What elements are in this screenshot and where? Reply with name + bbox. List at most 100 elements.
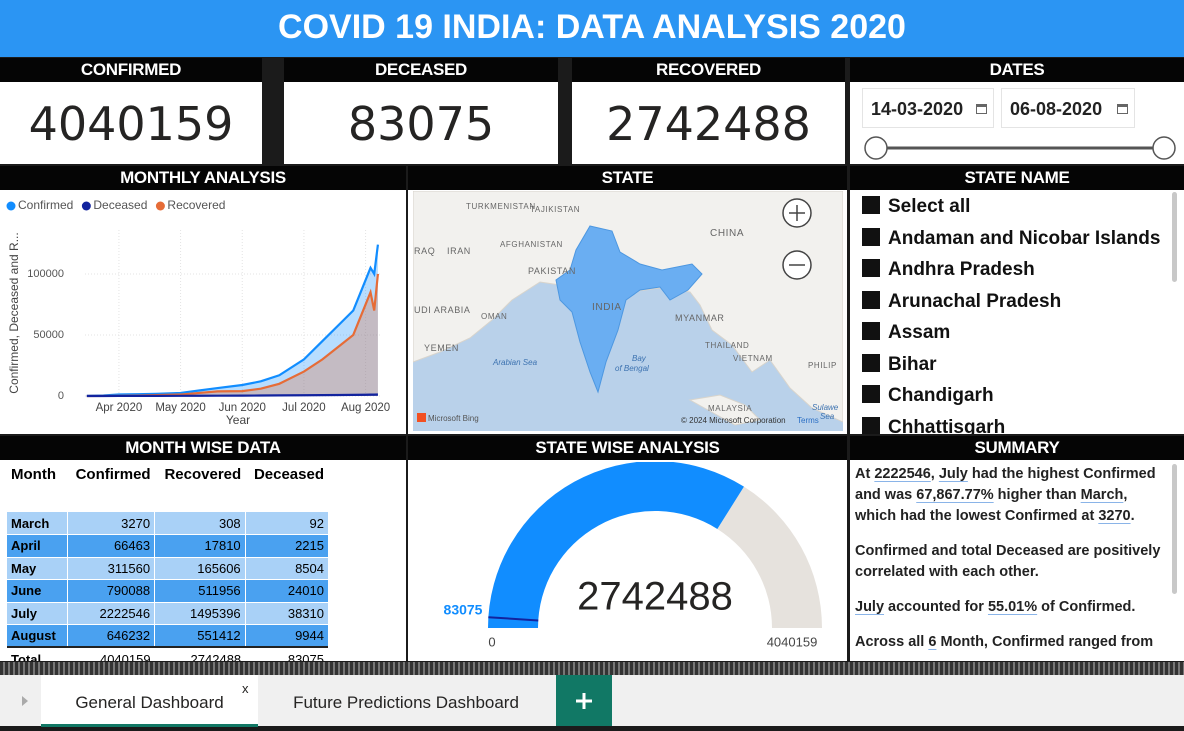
map-label: INDIA <box>592 302 622 313</box>
checkbox[interactable] <box>862 290 880 309</box>
checkbox[interactable] <box>862 227 880 246</box>
date-text: 14-03-2020 <box>871 99 964 119</box>
zoom-out[interactable] <box>782 250 812 280</box>
summary-highlight: 3270 <box>1098 508 1131 524</box>
state-filter: STATE NAME Select all Andaman and Nicobar… <box>850 166 1184 434</box>
table-cell: 2215 <box>295 538 324 554</box>
table-row: April 66463 17810 2215 <box>7 534 328 557</box>
zoom-in[interactable] <box>782 198 812 228</box>
table-cell: 790088 <box>67 579 156 602</box>
summary-highlight: July <box>855 599 885 615</box>
map-label: Arabian Sea <box>492 358 538 367</box>
slider-handle[interactable] <box>1152 136 1176 160</box>
column-header: Deceased <box>253 466 324 483</box>
summary-panel: SUMMARY At 2222546, July had the highest… <box>850 436 1184 661</box>
state-label: Andaman and Nicobar Islands <box>888 227 1161 249</box>
table-cell: 3270 <box>67 512 156 535</box>
table-row: June 790088 511956 24010 <box>7 579 328 602</box>
state-item[interactable]: Chandigarh <box>862 385 994 407</box>
total-cell: 2742488 <box>190 652 242 661</box>
state-label: Select all <box>888 196 971 217</box>
map-label: PHILIP <box>808 361 837 370</box>
total-cell: 83075 <box>287 652 324 661</box>
month-table: Month Confirmed Recovered Deceased March 3270… <box>7 466 328 661</box>
table-cell: 2222546 <box>67 602 156 625</box>
tab[interactable]: General Dashboard x <box>41 675 258 727</box>
table-row: July 2222546 1495396 38310 <box>7 602 328 625</box>
land <box>413 191 843 423</box>
tab-close[interactable]: x <box>242 681 249 696</box>
map-terms[interactable]: Terms <box>797 416 819 425</box>
table-cell: 308 <box>154 512 246 535</box>
start-date[interactable]: 14-03-2020 <box>862 88 994 128</box>
table-row: August 646232 551412 9944 <box>7 624 328 647</box>
state-item[interactable]: Assam <box>862 322 950 344</box>
legend-marker <box>155 201 165 211</box>
tab-label: Future Predictions Dashboard <box>293 693 519 712</box>
state-item[interactable]: Bihar <box>862 353 937 376</box>
checkbox[interactable] <box>862 353 880 372</box>
checkbox[interactable] <box>862 416 880 434</box>
panel-header: STATE NAME <box>850 166 1184 190</box>
gauge-target-label: 83075 <box>444 602 483 618</box>
summary-paragraph: Across all 6 Month, Confirmed ranged fro… <box>855 632 1170 653</box>
checkbox[interactable] <box>862 385 880 403</box>
summary-text: had the highest Confirmed and was <box>855 466 1156 503</box>
summary-highlight: 2222546 <box>874 466 931 482</box>
gauge: 2742488 0 4040159 83075 <box>444 462 822 649</box>
scrollbar[interactable] <box>1172 192 1177 282</box>
summary-highlight: 55.01% <box>987 599 1038 615</box>
series-line <box>86 244 380 397</box>
scrollbar[interactable] <box>1172 464 1177 594</box>
map-label: AFGHANISTAN <box>500 240 563 249</box>
checkbox[interactable] <box>862 259 880 277</box>
state-label: Arunachal Pradesh <box>888 290 1062 312</box>
panel-header: SUMMARY <box>850 436 1184 460</box>
spacer <box>7 500 328 512</box>
y-tick-label: 100000 <box>27 268 64 280</box>
map-label: MALAYSIA <box>708 404 752 413</box>
checkbox[interactable] <box>862 322 880 340</box>
state-item[interactable]: Select all <box>862 196 970 218</box>
legend-label: Recovered <box>167 198 225 212</box>
summary-text: . <box>1130 508 1135 524</box>
plus-icon <box>576 693 592 709</box>
date-text: 06-08-2020 <box>1010 99 1103 119</box>
page-title: COVID 19 INDIA: DATA ANALYSIS 2020 <box>278 8 906 46</box>
table-cell: 38310 <box>287 605 324 621</box>
checkbox[interactable] <box>862 196 880 214</box>
table-cell: 646232 <box>67 624 156 647</box>
slider-handle[interactable] <box>864 136 888 160</box>
state-item[interactable]: Arunachal Pradesh <box>862 290 1062 313</box>
map-label: of Bengal <box>615 364 649 373</box>
table-cell: March <box>7 512 68 535</box>
map-label: VIETNAM <box>733 354 773 363</box>
scroll-left[interactable] <box>20 695 30 707</box>
state-item[interactable]: Chhattisgarh <box>862 416 1005 434</box>
summary-highlight: 6 <box>928 634 937 650</box>
summary-highlight: 67,867.77% <box>916 487 994 503</box>
table-cell: July <box>7 602 68 625</box>
table-cell: 66463 <box>67 534 156 557</box>
summary-highlight: March <box>1080 487 1124 503</box>
legend-marker <box>6 201 16 211</box>
add-tab[interactable] <box>556 675 612 726</box>
state-item[interactable]: Andaman and Nicobar Islands <box>862 227 1161 250</box>
line-chart: Year Confirmed, Deceased and R... 0 50000… <box>6 198 390 427</box>
tab[interactable]: Future Predictions Dashboard <box>270 675 542 726</box>
table-cell: 165606 <box>154 557 246 580</box>
end-date[interactable]: 06-08-2020 <box>1001 88 1135 128</box>
summary-text: of Confirmed. <box>1037 599 1136 615</box>
table-cell: June <box>7 579 68 602</box>
map-label: Sea <box>820 412 835 421</box>
calendar-icon <box>1117 104 1128 114</box>
map-copyright: © 2024 Microsoft Corporation <box>681 416 786 425</box>
series-line <box>86 393 378 398</box>
map-label: IRAN <box>447 246 471 256</box>
panel-header: STATE <box>408 166 847 190</box>
table-cell: 24010 <box>287 583 324 599</box>
india-region[interactable] <box>555 225 703 394</box>
state-item[interactable]: Andhra Pradesh <box>862 259 1035 281</box>
summary-paragraph: Confirmed and total Deceased are positiv… <box>855 541 1170 583</box>
divider <box>0 662 1184 675</box>
